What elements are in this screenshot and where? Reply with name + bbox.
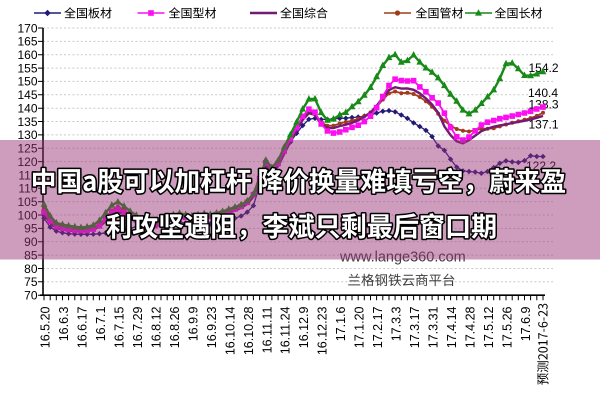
svg-text:16.7.15: 16.7.15 (112, 306, 126, 348)
svg-text:16.6.3: 16.6.3 (57, 306, 71, 341)
svg-text:160: 160 (17, 48, 37, 62)
svg-text:135: 135 (17, 115, 37, 129)
svg-text:17.1.20: 17.1.20 (353, 306, 367, 348)
svg-text:155: 155 (17, 61, 37, 75)
svg-text:95: 95 (24, 222, 38, 236)
svg-text:16.10.14: 16.10.14 (223, 306, 237, 355)
svg-text:145: 145 (17, 88, 37, 102)
svg-text:140.4: 140.4 (528, 86, 558, 100)
svg-text:75: 75 (24, 275, 38, 289)
svg-text:16.7.1: 16.7.1 (94, 306, 108, 341)
svg-text:17.5.26: 17.5.26 (501, 306, 515, 348)
svg-text:165: 165 (17, 35, 37, 49)
svg-text:17.4.14: 17.4.14 (445, 306, 459, 348)
svg-text:17.3.31: 17.3.31 (427, 306, 441, 348)
svg-text:90: 90 (24, 235, 38, 249)
svg-text:16.9.23: 16.9.23 (205, 306, 219, 348)
svg-text:70: 70 (24, 289, 38, 303)
svg-text:16.11.24: 16.11.24 (279, 306, 293, 354)
svg-text:17.4.28: 17.4.28 (464, 306, 478, 348)
svg-text:16.6.17: 16.6.17 (76, 306, 90, 348)
svg-text:125: 125 (17, 142, 37, 156)
svg-text:137.1: 137.1 (529, 118, 559, 132)
svg-text:16.12.23: 16.12.23 (316, 306, 330, 355)
svg-text:16.12.9: 16.12.9 (297, 306, 311, 348)
svg-text:16.5.20: 16.5.20 (39, 306, 53, 348)
svg-text:80: 80 (24, 262, 38, 276)
svg-text:130: 130 (17, 128, 37, 142)
svg-text:17.6.9: 17.6.9 (519, 306, 533, 341)
svg-text:16.10.28: 16.10.28 (242, 306, 256, 355)
svg-text:170: 170 (17, 21, 37, 35)
svg-text:17.1.6: 17.1.6 (334, 306, 348, 341)
svg-text:16.7.29: 16.7.29 (131, 306, 145, 348)
svg-text:16.8.12: 16.8.12 (149, 306, 163, 348)
svg-text:16.9.9: 16.9.9 (186, 306, 200, 341)
svg-text:140: 140 (17, 102, 37, 116)
svg-text:17.3.3: 17.3.3 (390, 306, 404, 341)
svg-text:150: 150 (17, 75, 37, 89)
svg-text:105: 105 (17, 195, 37, 209)
svg-text:17.3.17: 17.3.17 (408, 306, 422, 348)
svg-text:16.8.26: 16.8.26 (168, 306, 182, 348)
svg-text:17.2.17: 17.2.17 (371, 306, 385, 348)
svg-text:120: 120 (17, 155, 37, 169)
svg-text:17.5.12: 17.5.12 (482, 306, 496, 348)
svg-text:100: 100 (17, 208, 37, 222)
svg-text:www.lange360.com: www.lange360.com (339, 250, 466, 266)
svg-text:85: 85 (24, 248, 38, 262)
svg-text:16.11.11: 16.11.11 (260, 306, 274, 353)
